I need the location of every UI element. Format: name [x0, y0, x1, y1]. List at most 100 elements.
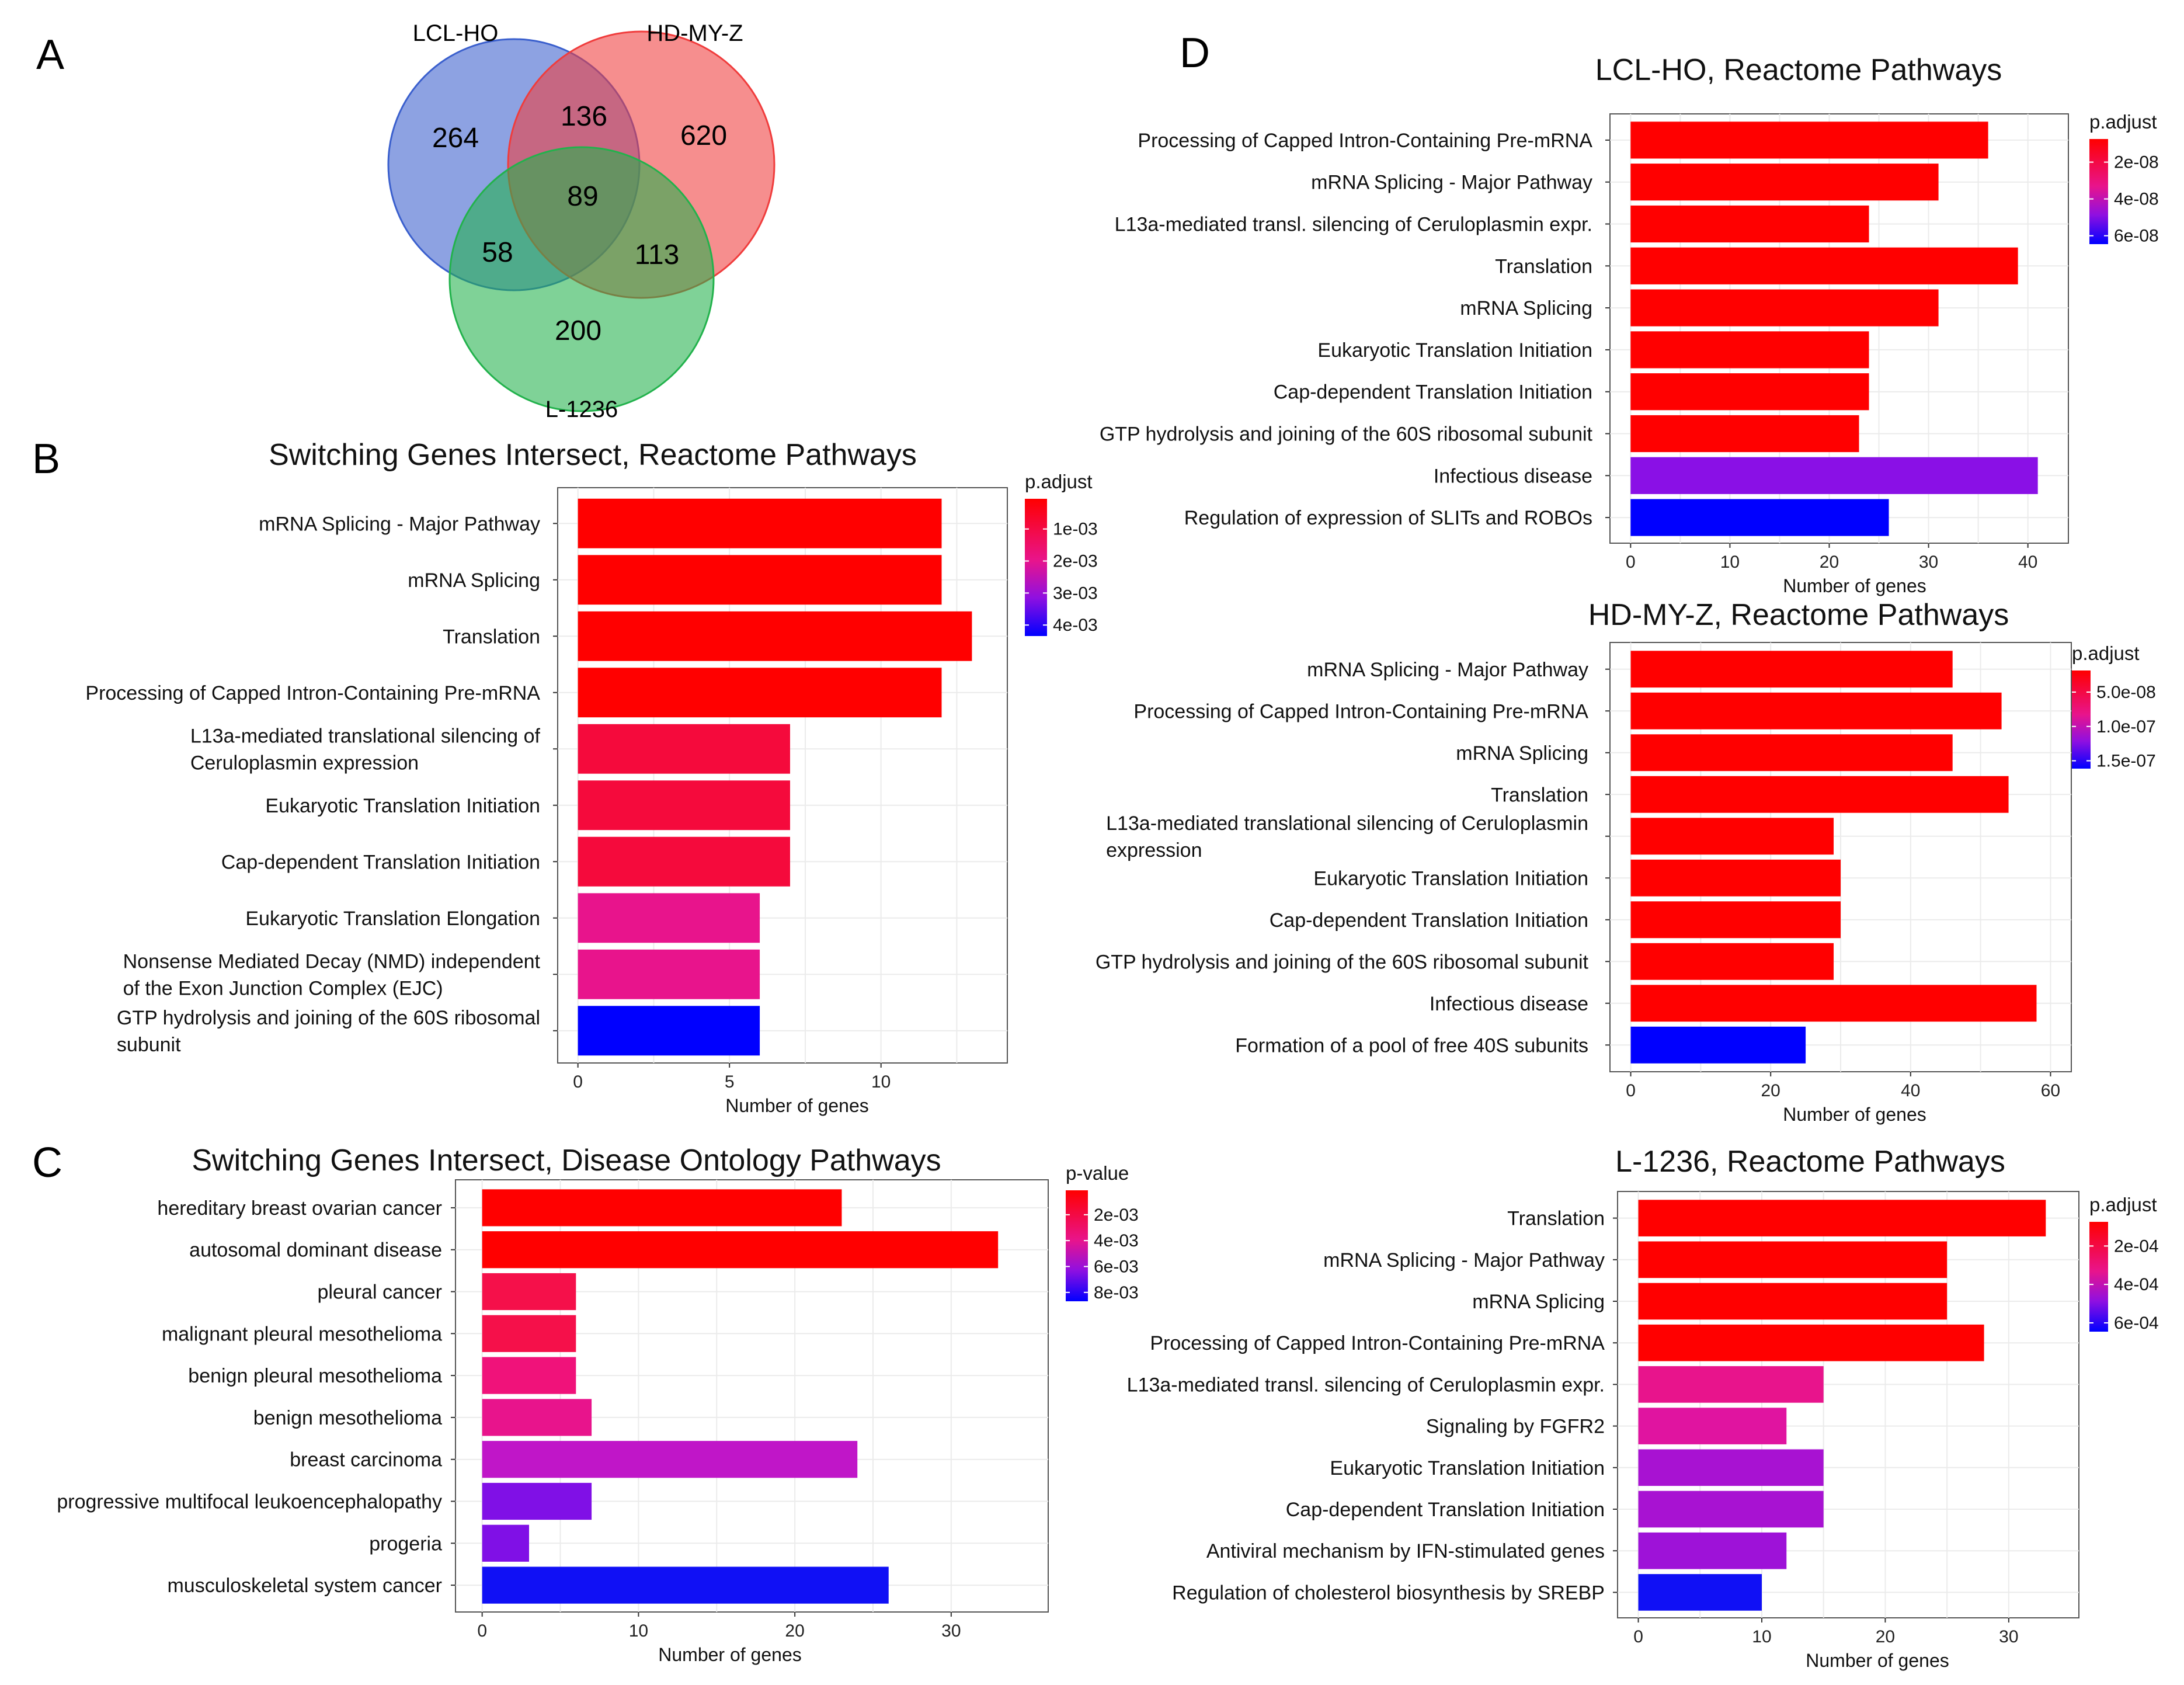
category-label: benign pleural mesothelioma — [188, 1365, 442, 1387]
legend-title: p.adjust — [1025, 471, 1093, 492]
category-label: Translation — [1507, 1208, 1605, 1230]
category-label: autosomal dominant disease — [189, 1239, 442, 1262]
chart-l-1236-reactome: L-1236, Reactome Pathways Translation mRNA… — [1127, 1145, 2159, 1671]
category-label: mRNA Splicing - Major Pathway — [1323, 1249, 1605, 1271]
x-axis-title: Number of genes — [1783, 575, 1926, 596]
x-tick-label: 5 — [725, 1072, 735, 1092]
legend-title: p.adjust — [2089, 1194, 2157, 1215]
bar — [482, 1482, 592, 1520]
category-label: benign mesothelioma — [253, 1407, 442, 1429]
bar — [1630, 289, 1939, 326]
panel-letter-a: A — [36, 32, 64, 78]
category-label: hereditary breast ovarian cancer — [157, 1197, 442, 1220]
bar — [1638, 1283, 1947, 1320]
panel-letter-b: B — [32, 436, 60, 482]
x-tick-label: 30 — [1999, 1627, 2018, 1646]
x-tick-label: 60 — [2041, 1081, 2060, 1100]
bar — [1630, 651, 1953, 688]
category-label: GTP hydrolysis and joining of the 60S ri… — [1096, 951, 1589, 973]
legend-tick-label: 3e-03 — [1053, 583, 1098, 603]
x-tick-label: 30 — [1919, 553, 1938, 572]
legend-tick-label: 4e-03 — [1053, 616, 1098, 635]
legend-tick-label: 4e-04 — [2114, 1275, 2159, 1294]
category-label: Translation — [1495, 255, 1592, 277]
x-tick-label: 10 — [1720, 553, 1740, 572]
category-label: progeria — [369, 1533, 442, 1555]
legend-title: p.adjust — [2072, 642, 2140, 664]
chart-title: L-1236, Reactome Pathways — [1615, 1145, 2005, 1179]
bar — [482, 1231, 999, 1269]
legend-tick-label: 6e-04 — [2114, 1314, 2159, 1333]
venn-circle-l-1236 — [448, 146, 715, 412]
bar — [1630, 499, 1889, 536]
bar — [1638, 1200, 2046, 1236]
x-tick-label: 20 — [1820, 553, 1839, 572]
category-label: GTP hydrolysis and joining of the 60S ri… — [117, 1007, 540, 1029]
x-axis-title: Number of genes — [1783, 1104, 1926, 1125]
bar — [578, 498, 942, 548]
legend-tick-label: 2e-03 — [1053, 552, 1098, 571]
venn-count-hd-only: 620 — [680, 120, 727, 151]
category-label: Infectious disease — [1434, 465, 1592, 487]
category-label: mRNA Splicing - Major Pathway — [259, 513, 540, 535]
x-axis-title: Number of genes — [1806, 1650, 1949, 1671]
category-label: Translation — [443, 626, 540, 648]
x-tick-label: 0 — [573, 1072, 583, 1092]
category-label: L13a-mediated translational silencing of — [190, 725, 541, 747]
bar — [482, 1189, 842, 1227]
category-label: Nonsense Mediated Decay (NMD) independen… — [123, 950, 541, 972]
category-label: Processing of Capped Intron-Containing P… — [1133, 700, 1588, 722]
x-tick-label: 0 — [1633, 1627, 1643, 1646]
x-tick-label: 30 — [941, 1621, 961, 1641]
category-label: Eukaryotic Translation Elongation — [245, 908, 540, 930]
chart-title: HD-MY-Z, Reactome Pathways — [1588, 598, 2009, 632]
bar — [578, 893, 760, 943]
legend-tick-label: 6e-03 — [1094, 1257, 1139, 1276]
bar — [1638, 1366, 1824, 1403]
bar — [1630, 692, 2002, 729]
bar — [1638, 1241, 1947, 1278]
x-tick-label: 20 — [1876, 1627, 1895, 1646]
category-label: mRNA Splicing - Major Pathway — [1311, 172, 1592, 194]
chart-title: Switching Genes Intersect, Reactome Path… — [269, 438, 917, 472]
venn-count-lcl-hd: 136 — [561, 101, 607, 132]
legend-title: p-value — [1066, 1162, 1129, 1184]
category-label: musculoskeletal system cancer — [167, 1575, 442, 1597]
bar — [482, 1357, 576, 1394]
bar — [482, 1273, 576, 1311]
venn-count-lcl-l: 58 — [482, 237, 513, 268]
x-tick-label: 10 — [871, 1072, 891, 1092]
bar — [482, 1315, 576, 1352]
panel-letter-d: D — [1180, 30, 1210, 77]
x-tick-label: 0 — [1626, 1081, 1636, 1100]
category-label: mRNA Splicing — [1472, 1291, 1605, 1313]
bar — [1638, 1532, 1787, 1569]
bar — [1638, 1408, 1787, 1444]
bar — [1630, 859, 1841, 897]
category-label: L13a-mediated transl. silencing of Cerul… — [1115, 214, 1592, 236]
legend-colorbar — [2089, 1222, 2108, 1332]
x-axis-title: Number of genes — [725, 1095, 868, 1116]
bar — [578, 668, 942, 718]
legend-tick-label: 1.5e-07 — [2096, 752, 2156, 771]
venn-count-l-only: 200 — [555, 315, 601, 346]
category-label: GTP hydrolysis and joining of the 60S ri… — [1100, 423, 1593, 446]
category-label: mRNA Splicing — [1456, 742, 1588, 765]
bar — [1638, 1574, 1762, 1611]
bar — [1630, 1026, 1806, 1064]
bar — [482, 1399, 592, 1436]
bar — [482, 1524, 529, 1562]
bar — [578, 555, 942, 605]
category-label: malignant pleural mesothelioma — [162, 1323, 442, 1345]
x-tick-label: 40 — [1901, 1081, 1920, 1100]
legend-tick-label: 1e-03 — [1053, 520, 1098, 539]
legend-tick-label: 2e-04 — [2114, 1236, 2159, 1256]
category-label: Processing of Capped Intron-Containing P… — [1150, 1332, 1605, 1354]
chart-hd-my-z-reactome: HD-MY-Z, Reactome Pathways mRNA Splicing … — [1096, 598, 2156, 1125]
bar — [578, 611, 972, 661]
x-tick-label: 0 — [477, 1621, 487, 1641]
category-label: Antiviral mechanism by IFN-stimulated ge… — [1206, 1540, 1605, 1562]
bar — [1630, 901, 1841, 939]
category-label: progressive multifocal leukoencephalopat… — [57, 1491, 442, 1513]
